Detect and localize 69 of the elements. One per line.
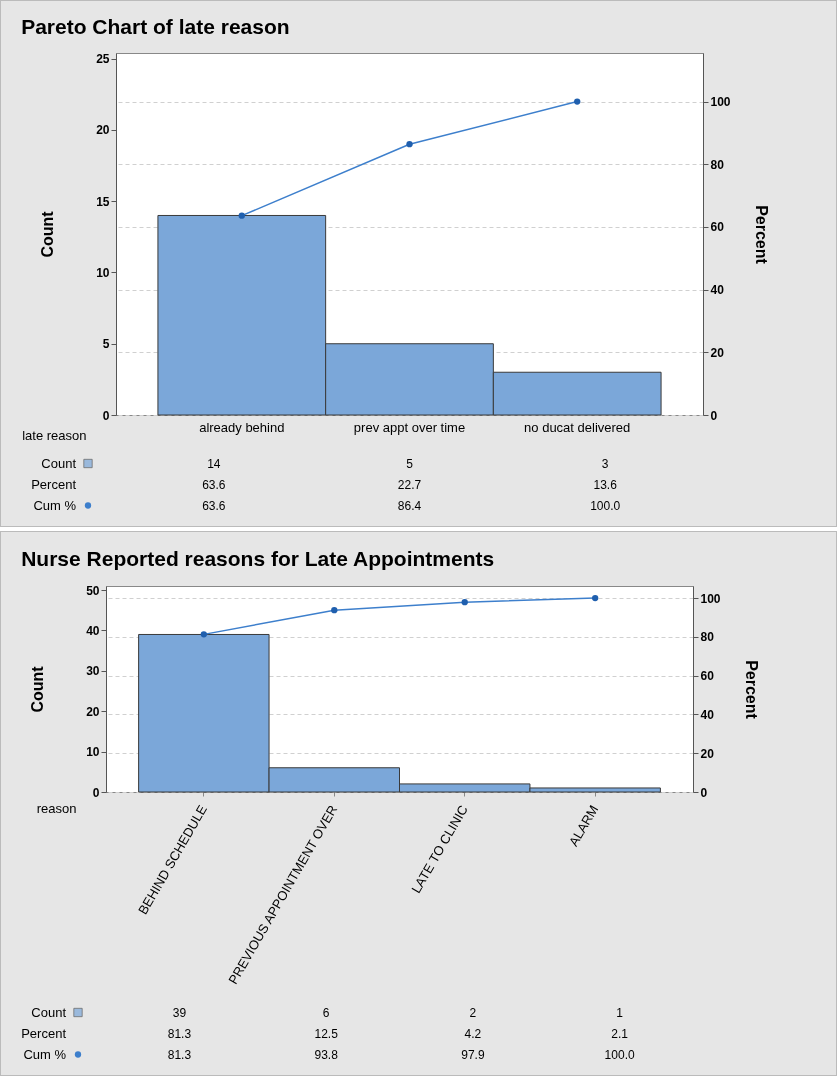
y-tick-label: 30 [86, 664, 100, 679]
x-tick-label: no ducat delivered [524, 419, 631, 435]
y2-tick-label: 60 [700, 669, 715, 684]
point [461, 599, 468, 606]
y-tick-label: 10 [96, 265, 110, 280]
text: 13.6 [593, 477, 618, 492]
y-axis-title: Count [29, 665, 47, 713]
data-label: 63.6 [202, 498, 226, 513]
x-axis-title: reason [36, 800, 77, 816]
text: Percent [21, 1025, 67, 1041]
chart-title: Nurse Reported reasons for Late Appointments [21, 546, 495, 570]
data-label: 5 [406, 456, 414, 471]
data-label: 81.3 [167, 1047, 192, 1062]
data-label: 93.8 [314, 1047, 339, 1062]
y2-tick-label: 80 [700, 630, 715, 645]
data-label: 14 [207, 456, 221, 471]
data-label: 1 [616, 1005, 624, 1020]
y2-tick-label: 100 [710, 95, 731, 110]
text: 12.5 [314, 1026, 339, 1041]
text: 22.7 [397, 477, 422, 492]
y2-tick-label: 20 [700, 746, 715, 761]
x-tick-label: prev appt over time [353, 419, 466, 435]
text: 63.6 [202, 477, 226, 492]
data-label: 39 [172, 1005, 187, 1020]
y-tick-label: 20 [86, 704, 100, 719]
y-axis-title: Count [39, 210, 57, 258]
legend-label: Count [41, 455, 77, 471]
point [331, 606, 338, 614]
y2-tick-label: 60 [710, 220, 725, 235]
data-label: 100.0 [590, 498, 621, 513]
data-label: 3 [601, 456, 609, 471]
point [200, 631, 207, 638]
y-tick-label: 50 [86, 583, 100, 598]
data-label: 100.0 [604, 1047, 635, 1062]
y2-tick-label: 40 [700, 707, 715, 722]
y-tick-label: 25 [96, 52, 110, 67]
point [592, 594, 599, 602]
y-tick-label: 40 [86, 623, 100, 638]
text: 81.3 [167, 1026, 192, 1041]
y-tick-label: 10 [86, 745, 100, 760]
data-label: 6 [322, 1005, 330, 1020]
y2-tick-label: 20 [710, 345, 725, 360]
y2-tick-label: 40 [710, 283, 725, 298]
y2-tick-label: 0 [700, 785, 708, 800]
x-axis-title: late reason [22, 427, 87, 443]
point [238, 212, 245, 219]
y-tick-label: 20 [96, 123, 110, 138]
legend-label: Cum % [33, 497, 77, 513]
data-label: 86.4 [397, 498, 422, 513]
point [574, 98, 581, 105]
y2-tick-label: 100 [700, 591, 721, 606]
data-label: 97.9 [461, 1047, 485, 1062]
y-tick-label: 15 [96, 194, 110, 209]
x-tick-label: already behind [199, 419, 285, 435]
data-label: 2 [469, 1005, 477, 1020]
point [406, 141, 413, 148]
legend-label: Count [31, 1004, 67, 1020]
legend-label: Cum % [23, 1046, 67, 1062]
y-tick-label: 5 [102, 337, 110, 352]
text: 4.2 [464, 1026, 482, 1041]
chart-title: Pareto Chart of late reason [21, 15, 290, 39]
y-tick-label: 0 [102, 408, 110, 423]
text: Percent [31, 476, 77, 492]
text: 2.1 [611, 1026, 629, 1041]
y-tick-label: 0 [92, 785, 100, 800]
y2-axis-title: Percent [752, 205, 770, 265]
y2-tick-label: 80 [710, 157, 725, 172]
y2-tick-label: 0 [710, 408, 718, 423]
y2-axis-title: Percent [742, 660, 760, 720]
